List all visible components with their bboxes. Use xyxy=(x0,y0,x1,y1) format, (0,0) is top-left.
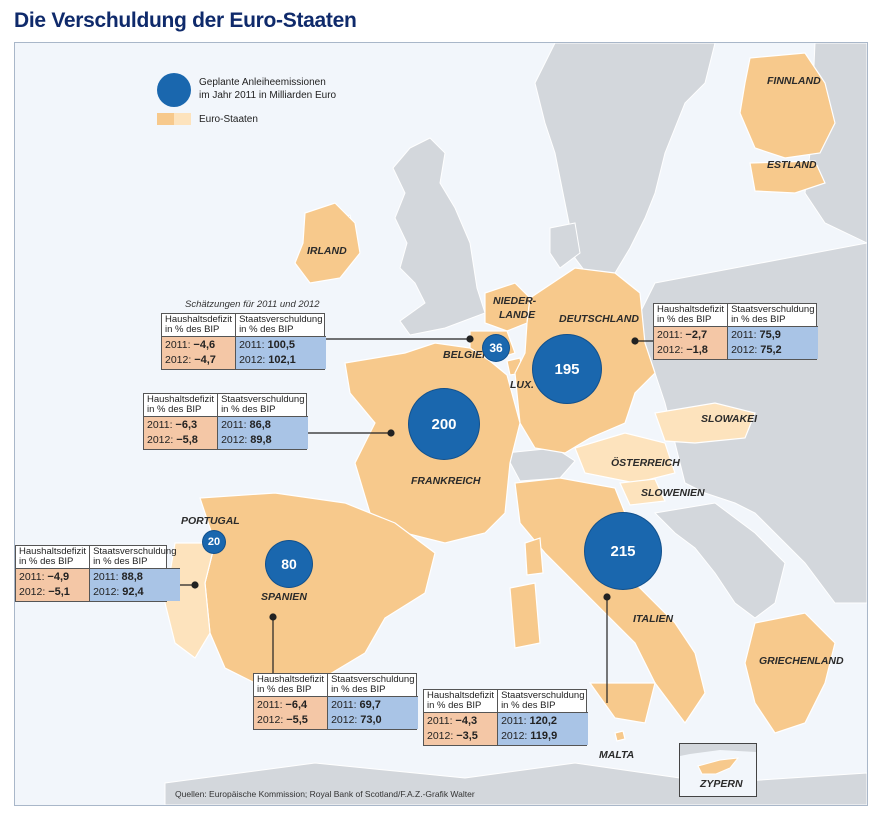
label-griechenland: GRIECHENLAND xyxy=(759,655,844,667)
estimate-note: Schätzungen für 2011 und 2012 xyxy=(185,299,320,310)
label-portugal: PORTUGAL xyxy=(181,515,240,527)
zypern-map xyxy=(680,744,756,775)
table-deutschland: Haushaltsdefizit in % des BIP Staatsversc… xyxy=(653,303,818,360)
label-malta: MALTA xyxy=(599,749,635,761)
britain-shape xyxy=(392,137,486,336)
debt-cell: 2011: 69,7 2012: 73,0 xyxy=(327,697,418,729)
label-niederlande-2: LANDE xyxy=(499,309,536,321)
greece-shape xyxy=(744,612,836,734)
table-spanien: Haushaltsdefizit in % des BIP Staatsversc… xyxy=(253,673,418,730)
netherlands-shape xyxy=(484,282,531,332)
bubble-italien: 215 xyxy=(585,513,661,589)
leader-lines xyxy=(165,335,653,703)
bubble-deutschland: 195 xyxy=(533,335,601,403)
deficit-cell: 2011: −6,3 2012: −5,8 xyxy=(144,417,218,449)
legend-euro-label: Euro-Staaten xyxy=(199,114,258,125)
leader-dot-spanien xyxy=(269,613,277,621)
deficit-cell: 2011: −4,9 2012: −5,1 xyxy=(16,569,90,601)
label-frankreich: FRANKREICH xyxy=(411,475,481,487)
deficit-cell: 2011: −4,6 2012: −4,7 xyxy=(162,337,236,369)
label-niederlande-1: NIEDER- xyxy=(493,295,537,307)
sicily-shape xyxy=(588,682,656,724)
debt-cell: 2011: 86,8 2012: 89,8 xyxy=(217,417,308,449)
label-lux: LUX. xyxy=(510,379,534,391)
bubble-spanien: 80 xyxy=(266,541,312,587)
zypern-shape xyxy=(697,757,740,775)
deficit-header: Haushaltsdefizit in % des BIP xyxy=(254,674,328,697)
ireland-shape xyxy=(294,202,361,284)
leader-dot-italien xyxy=(603,593,611,601)
table-frankreich: Haushaltsdefizit in % des BIP Staatsversc… xyxy=(143,393,308,450)
estonia-shape xyxy=(749,160,826,194)
label-oesterreich: ÖSTERREICH xyxy=(611,457,680,469)
source-note: Quellen: Europäische Kommission; Royal B… xyxy=(175,789,475,799)
bubble-belgien: 36 xyxy=(483,335,509,361)
label-spanien: SPANIEN xyxy=(261,591,307,603)
balkans-shape xyxy=(653,502,786,619)
page-title: Die Verschuldung der Euro-Staaten xyxy=(14,9,357,32)
debt-header: Staatsverschuldung in % des BIP xyxy=(727,304,818,327)
finland-shape xyxy=(739,52,836,159)
austria-shape xyxy=(574,432,676,484)
legend-euro-swatch xyxy=(157,113,191,125)
debt-header: Staatsverschuldung in % des BIP xyxy=(89,546,180,569)
label-finnland: FINNLAND xyxy=(767,75,821,87)
label-irland: IRLAND xyxy=(307,245,347,257)
deficit-header: Haushaltsdefizit in % des BIP xyxy=(654,304,728,327)
deficit-cell: 2011: −2,7 2012: −1,8 xyxy=(654,327,728,359)
debt-cell: 2011: 88,8 2012: 92,4 xyxy=(89,569,180,601)
label-deutschland: DEUTSCHLAND xyxy=(559,313,639,325)
deficit-header: Haushaltsdefizit in % des BIP xyxy=(424,690,498,713)
debt-header: Staatsverschuldung in % des BIP xyxy=(217,394,308,417)
zypern-inset: ZYPERN xyxy=(679,743,757,797)
deficit-cell: 2011: −6,4 2012: −5,5 xyxy=(254,697,328,729)
table-italien: Haushaltsdefizit in % des BIP Staatsversc… xyxy=(423,689,588,746)
sardinia-shape xyxy=(509,582,541,649)
table-belgien: Haushaltsdefizit in % des BIP Staatsversc… xyxy=(161,313,326,370)
label-italien: ITALIEN xyxy=(633,613,674,625)
label-estland: ESTLAND xyxy=(767,159,817,171)
denmark-shape xyxy=(549,222,581,269)
map-frame: Geplante Anleiheemissionen im Jahr 2011 … xyxy=(14,42,868,806)
bubble-portugal: 20 xyxy=(203,531,225,553)
leader-dot-frankreich xyxy=(387,429,395,437)
debt-cell: 2011: 75,9 2012: 75,2 xyxy=(727,327,818,359)
slovakia-shape xyxy=(654,402,756,444)
debt-header: Staatsverschuldung in % des BIP xyxy=(327,674,418,697)
debt-cell: 2011: 120,2 2012: 119,9 xyxy=(497,713,588,745)
euro-states xyxy=(164,52,836,742)
deficit-header: Haushaltsdefizit in % des BIP xyxy=(162,314,236,337)
bubble-frankreich: 200 xyxy=(409,389,479,459)
legend-bubble-line1: Geplante Anleiheemissionen xyxy=(199,77,326,88)
corsica-shape xyxy=(524,537,544,576)
slovenia-shape xyxy=(619,478,666,506)
table-portugal: Haushaltsdefizit in % des BIP Staatsversc… xyxy=(15,545,180,602)
label-slowenien: SLOWENIEN xyxy=(641,487,705,499)
label-zypern: ZYPERN xyxy=(700,778,743,790)
legend-bubble-icon xyxy=(157,73,191,107)
leader-dot-portugal xyxy=(191,581,199,589)
malta-shape xyxy=(614,730,626,742)
leader-dot-belgien xyxy=(466,335,474,343)
leader-dot-deutschland xyxy=(631,337,639,345)
debt-cell: 2011: 100,5 2012: 102,1 xyxy=(235,337,326,369)
deficit-cell: 2011: −4,3 2012: −3,5 xyxy=(424,713,498,745)
label-slowakei: SLOWAKEI xyxy=(701,413,758,425)
debt-header: Staatsverschuldung in % des BIP xyxy=(235,314,326,337)
legend-bubble-line2: im Jahr 2011 in Milliarden Euro xyxy=(199,90,337,101)
debt-header: Staatsverschuldung in % des BIP xyxy=(497,690,588,713)
deficit-header: Haushaltsdefizit in % des BIP xyxy=(16,546,90,569)
deficit-header: Haushaltsdefizit in % des BIP xyxy=(144,394,218,417)
turkey-coast-shape xyxy=(680,744,756,756)
label-belgien: BELGIEN xyxy=(443,349,490,361)
italy-shape xyxy=(514,477,706,725)
